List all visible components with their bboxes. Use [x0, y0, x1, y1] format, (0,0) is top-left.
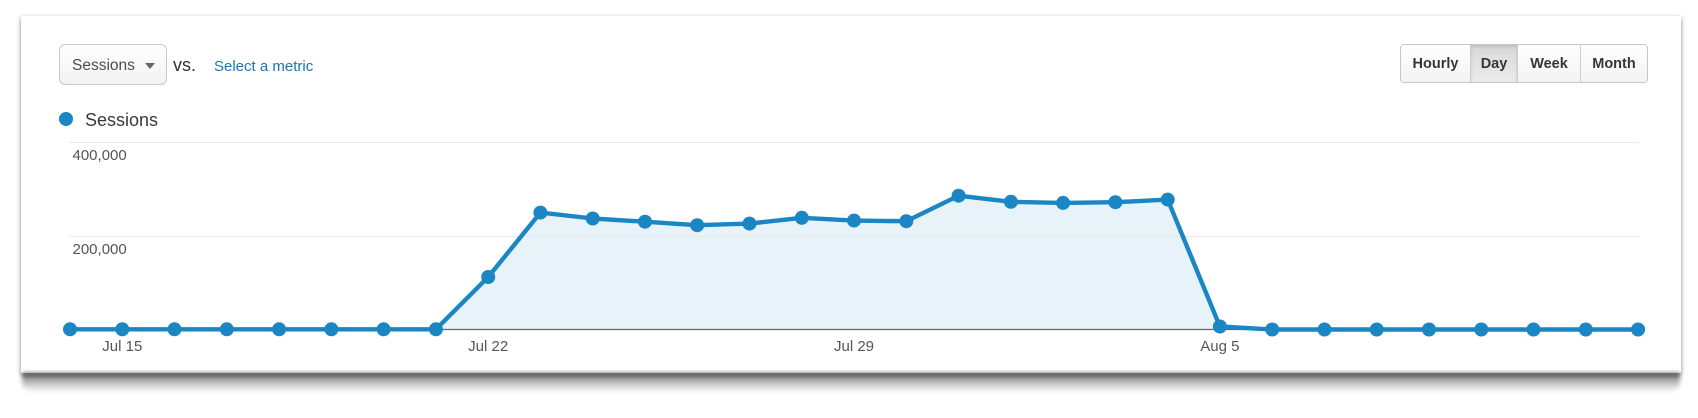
svg-text:Aug 5: Aug 5: [1200, 338, 1239, 355]
svg-text:400,000: 400,000: [73, 147, 127, 164]
svg-text:200,000: 200,000: [73, 241, 127, 258]
svg-text:Jul 15: Jul 15: [102, 338, 142, 355]
svg-text:Jul 22: Jul 22: [468, 338, 508, 355]
svg-text:Jul 29: Jul 29: [834, 338, 874, 355]
